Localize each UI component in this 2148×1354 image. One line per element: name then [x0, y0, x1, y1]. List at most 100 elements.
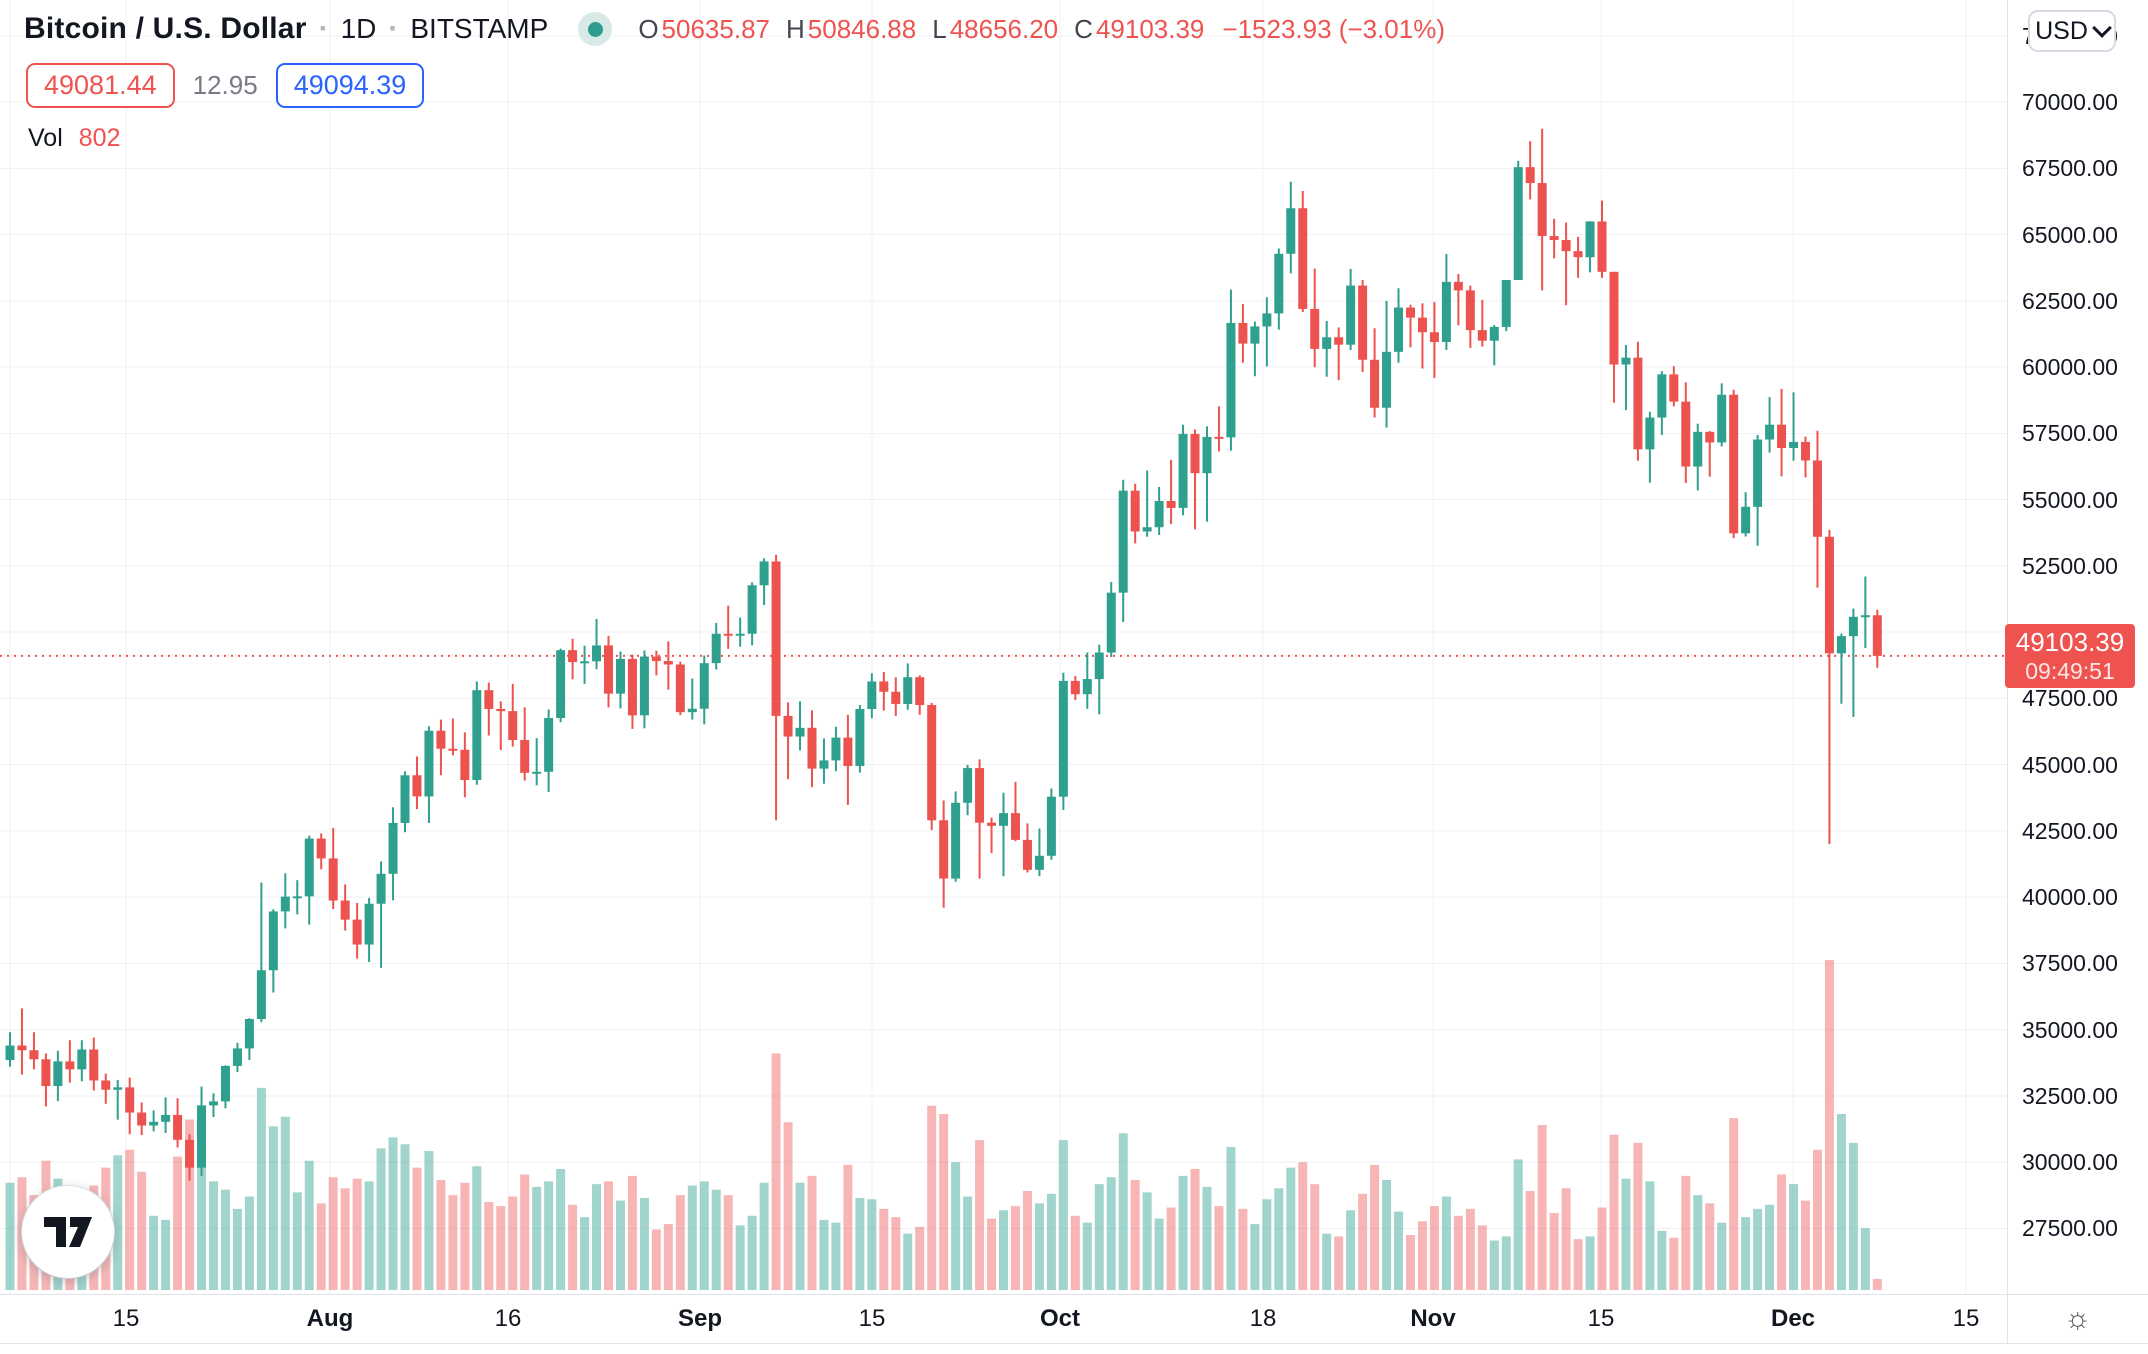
candle-wick: [691, 678, 694, 720]
sell-button[interactable]: 49081.44: [26, 62, 175, 108]
volume-bar: [843, 1164, 853, 1290]
spread-value: 12.95: [192, 69, 258, 100]
buy-button[interactable]: 49094.39: [275, 62, 425, 108]
time-scale-label: 16: [494, 1305, 522, 1332]
volume-bar: [1298, 1162, 1308, 1290]
candle-body: [41, 1059, 51, 1087]
volume-bar: [1848, 1142, 1858, 1290]
volume-bar: [436, 1180, 446, 1290]
candle-body: [173, 1114, 183, 1140]
candle-wick: [1337, 327, 1340, 381]
volume-bar: [1214, 1206, 1224, 1290]
candle-wick: [1864, 576, 1867, 649]
volume-bar: [879, 1208, 889, 1290]
candle-body: [424, 730, 434, 797]
time-scale-label: 15: [858, 1305, 886, 1332]
volume-bar: [975, 1140, 985, 1290]
volume-bar: [5, 1182, 15, 1290]
candle-wick: [535, 738, 538, 786]
volume-bar: [795, 1182, 805, 1290]
candle-body: [627, 658, 637, 716]
candle-body: [735, 633, 745, 636]
candle-wick: [1217, 406, 1220, 452]
volume-bar: [747, 1215, 757, 1290]
volume-bar: [137, 1171, 147, 1290]
volume-bar: [424, 1151, 434, 1290]
time-scale-label: Aug: [306, 1305, 354, 1332]
volume-bar: [1812, 1149, 1822, 1290]
volume-bar: [520, 1174, 530, 1290]
volume-bar: [783, 1122, 793, 1290]
volume-bar: [1106, 1177, 1116, 1290]
volume-bar: [1178, 1175, 1188, 1290]
candle-body: [1597, 221, 1607, 272]
price-scale-label: 45000.00: [2022, 751, 2118, 778]
volume-bar: [1489, 1240, 1499, 1290]
candle-body: [436, 730, 446, 749]
price-scale-label: 70000.00: [2022, 89, 2118, 116]
volume-bar: [376, 1148, 386, 1290]
candle-body: [1238, 322, 1248, 344]
candle-body: [1286, 208, 1296, 254]
candle-wick: [1840, 633, 1843, 704]
candle-body: [1537, 183, 1547, 237]
candle-wick: [655, 650, 658, 676]
candle-body: [29, 1050, 39, 1060]
candle-body: [1082, 679, 1092, 695]
volume-bar: [1645, 1181, 1655, 1290]
volume-bar: [1058, 1140, 1068, 1290]
candle-body: [1812, 460, 1822, 537]
candlestick-chart-canvas[interactable]: [0, 0, 2007, 1294]
candle-body: [532, 771, 542, 774]
interval-label[interactable]: 1D: [340, 13, 377, 44]
price-scale-label: 57500.00: [2022, 420, 2118, 447]
volume-bar: [1872, 1278, 1882, 1290]
volume-bar: [556, 1169, 566, 1290]
candle-body: [1298, 208, 1308, 309]
candle-body: [1753, 439, 1763, 507]
candle-body: [1513, 167, 1523, 281]
price-scale-label: 30000.00: [2022, 1149, 2118, 1176]
candle-body: [1166, 501, 1176, 508]
high-value: 50846.88: [807, 13, 917, 44]
exchange-label[interactable]: BITSTAMP: [410, 13, 549, 44]
candle-body: [651, 656, 661, 662]
candle-body: [819, 760, 829, 769]
volume-bar: [999, 1210, 1009, 1290]
candle-body: [125, 1087, 135, 1113]
price-scale-label: 47500.00: [2022, 685, 2118, 712]
candle-wick: [1565, 222, 1568, 306]
volume-bar: [1262, 1199, 1272, 1290]
candle-wick: [1194, 429, 1197, 530]
candle-body: [1621, 357, 1631, 365]
volume-bar: [364, 1181, 374, 1290]
open-label: O: [638, 13, 659, 44]
currency-dropdown[interactable]: USD: [2028, 10, 2116, 52]
symbol-title[interactable]: Bitcoin / U.S. Dollar: [24, 12, 307, 45]
time-scale-label: 15: [112, 1305, 140, 1332]
theme-toggle-icon[interactable]: ☼: [2063, 1302, 2092, 1335]
time-scale[interactable]: ☼ 15 Aug 16 Sep 15 Oct 18 Nov 15 Dec 15: [0, 1294, 2148, 1344]
volume-bar: [472, 1166, 482, 1290]
volume-bar: [1465, 1208, 1475, 1290]
candle-body: [5, 1045, 15, 1061]
candle-body: [304, 838, 314, 897]
candle-wick: [727, 605, 730, 649]
volume-bar: [627, 1175, 637, 1290]
volume-bar: [1118, 1133, 1128, 1290]
market-status-icon[interactable]: [578, 12, 613, 46]
candle-body: [1633, 357, 1643, 450]
candle-body: [1525, 167, 1535, 184]
volume-bar: [1741, 1217, 1751, 1290]
close-value: 49103.39: [1095, 13, 1205, 44]
candle-body: [580, 661, 590, 664]
volume-bar: [1609, 1134, 1619, 1290]
volume-bar: [1801, 1200, 1810, 1290]
candle-wick: [20, 1008, 23, 1075]
tradingview-logo[interactable]: [22, 1186, 114, 1278]
candle-body: [687, 708, 697, 713]
volume-bar: [496, 1206, 506, 1290]
candle-body: [568, 650, 578, 663]
candle-body: [244, 1019, 254, 1049]
time-scale-label: 15: [1587, 1305, 1615, 1332]
